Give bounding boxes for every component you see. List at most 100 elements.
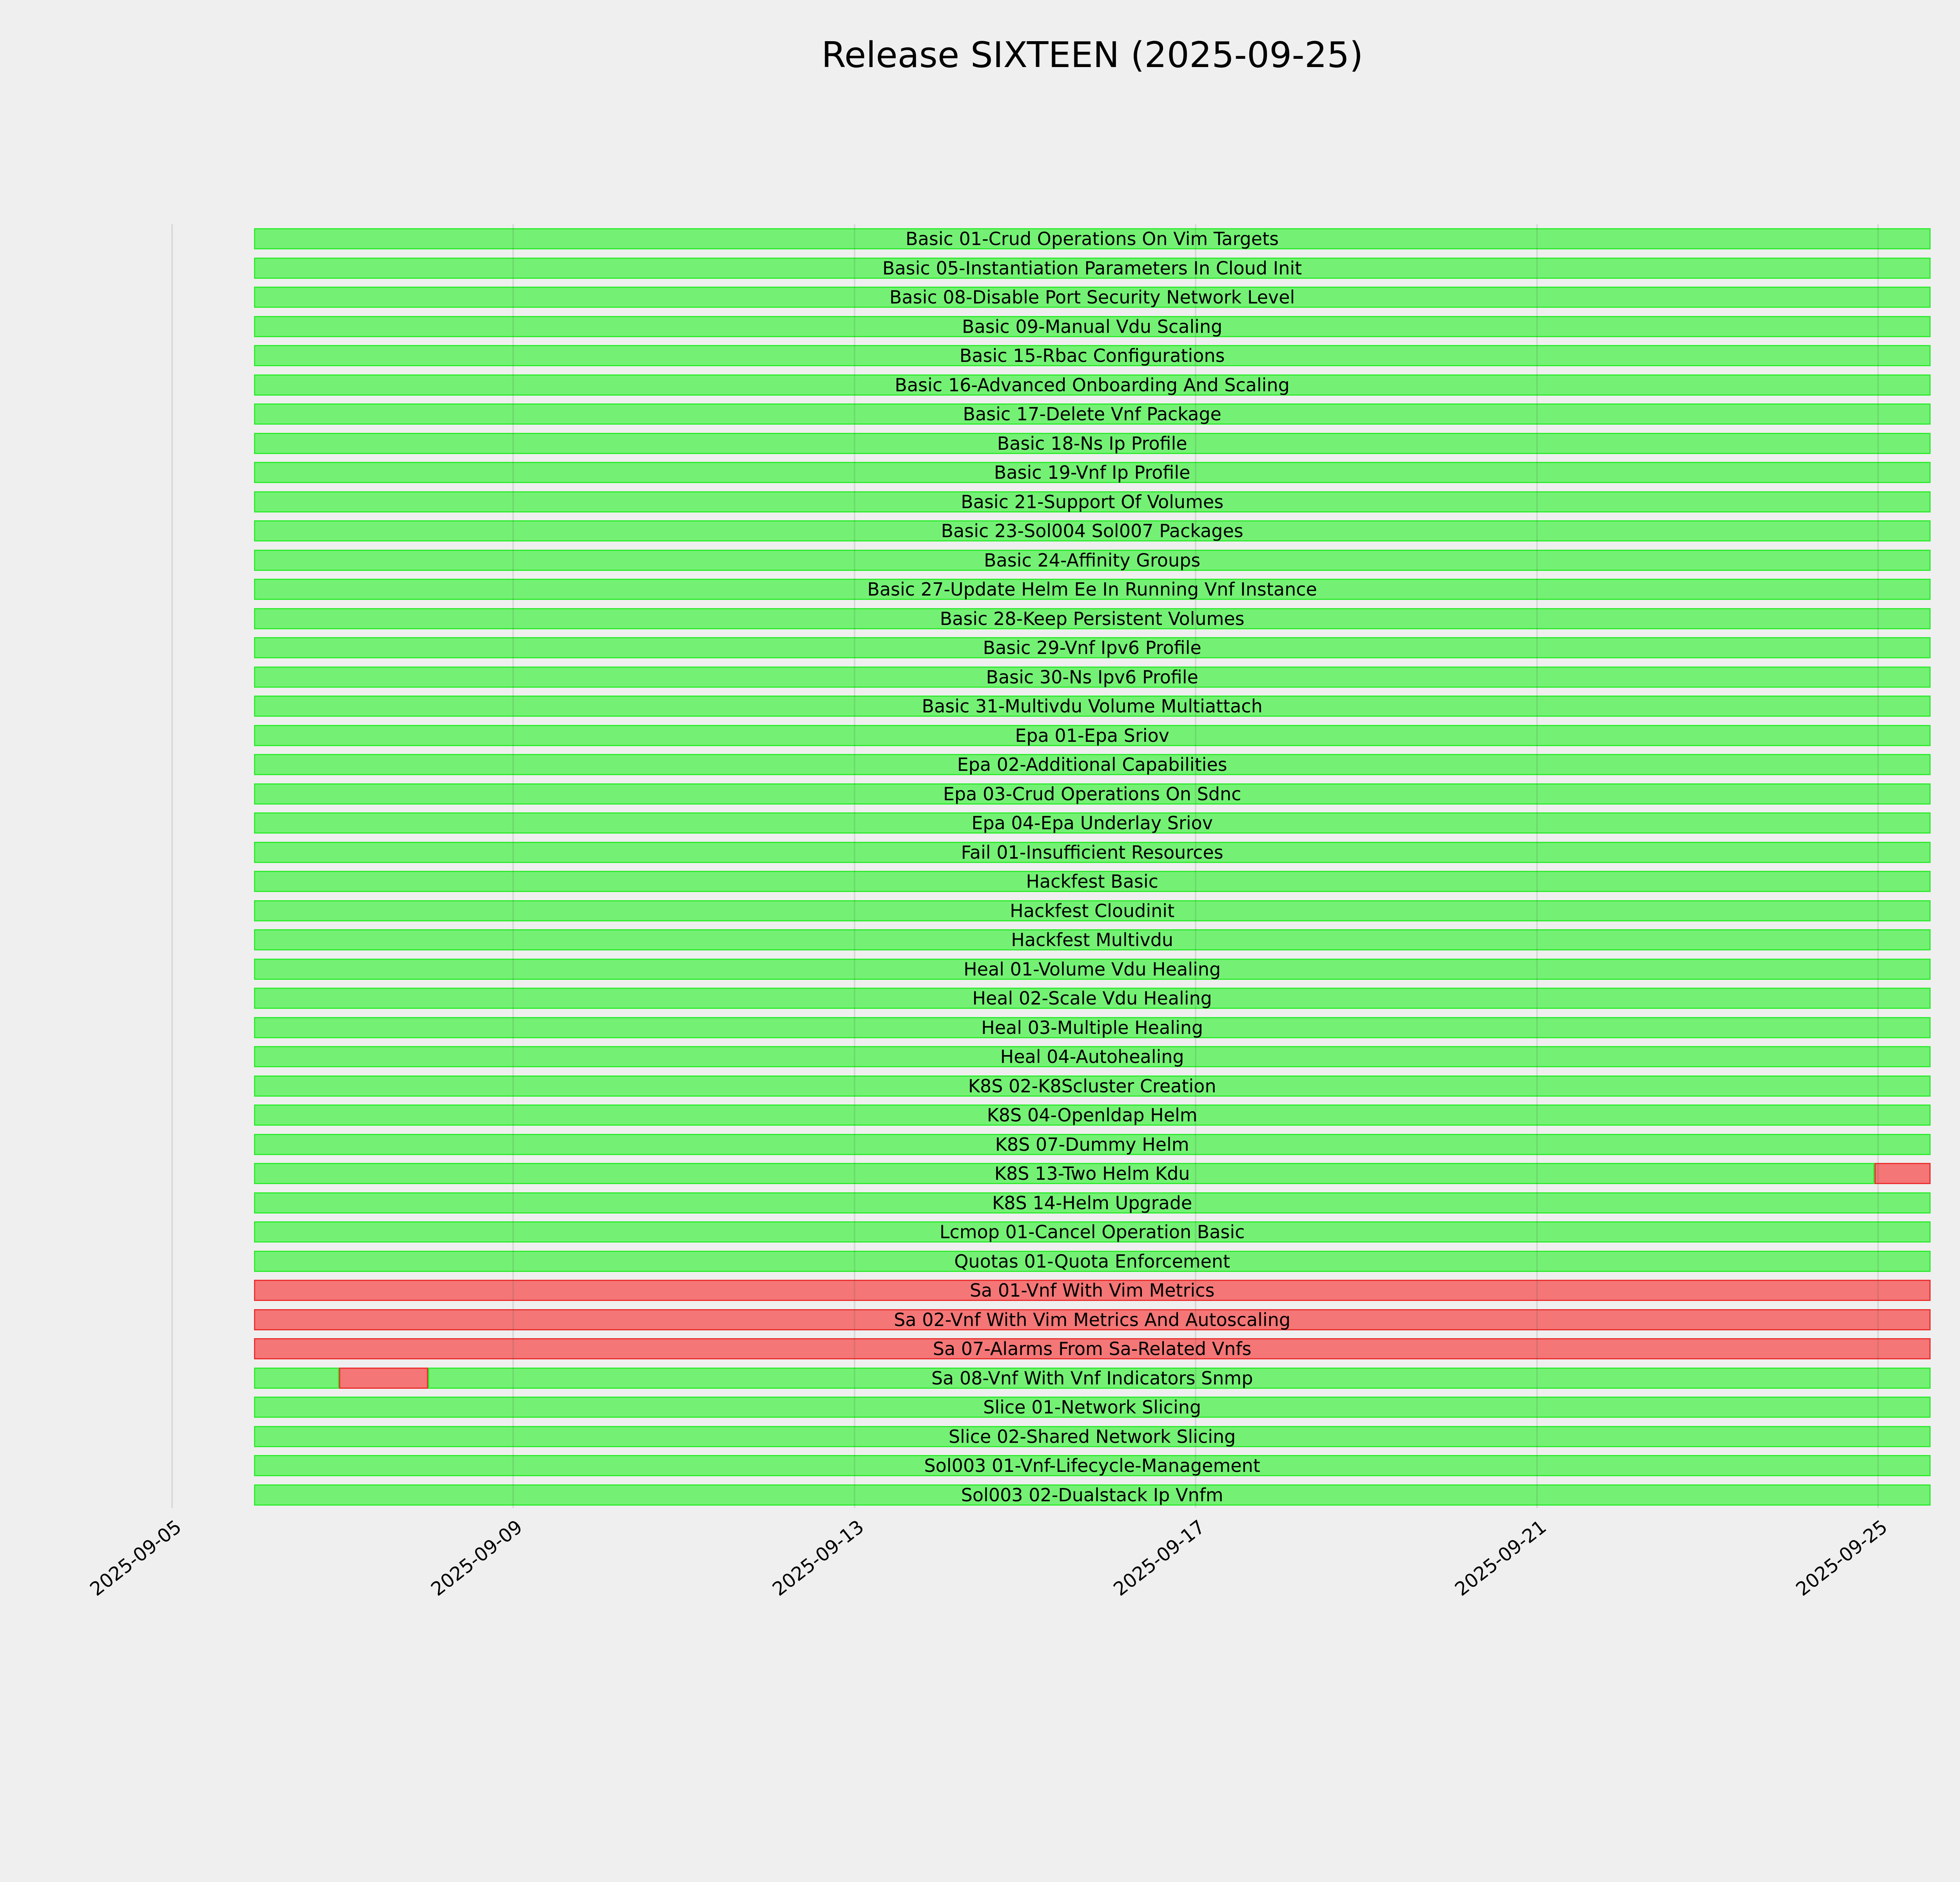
x-tick-label: 2025-09-13 [768, 1516, 868, 1600]
task-label: Basic 27-Update Helm Ee In Running Vnf I… [867, 579, 1317, 600]
task-label: Basic 05-Instantiation Parameters In Clo… [882, 257, 1302, 279]
task-label: Epa 01-Epa Sriov [1015, 725, 1169, 746]
bar-segment-pass [254, 1163, 1875, 1184]
bar-segment-pass [254, 403, 1931, 425]
gridline [1536, 224, 1538, 1508]
task-label: Heal 03-Multiple Healing [981, 1017, 1203, 1038]
task-label: Hackfest Multivdu [1011, 929, 1174, 950]
task-label: Quotas 01-Quota Enforcement [954, 1250, 1230, 1272]
task-label: Sa 07-Alarms From Sa-Related Vnfs [933, 1338, 1252, 1359]
bar-segment-fail [1874, 1163, 1931, 1184]
bar-segment-pass [254, 1192, 1931, 1213]
bar-segment-pass [254, 696, 1931, 717]
task-label: Basic 23-Sol004 Sol007 Packages [941, 520, 1243, 541]
bar-segment-pass [254, 958, 1931, 980]
task-label: Sa 08-Vnf With Vnf Indicators Snmp [931, 1367, 1253, 1389]
task-label: K8S 04-Openldap Helm [987, 1104, 1198, 1126]
task-label: Sol003 01-Vnf-Lifecycle-Management [924, 1455, 1260, 1476]
bar-segment-pass [254, 988, 1931, 1009]
x-tick-label: 2025-09-21 [1450, 1516, 1551, 1600]
bar-segment-fail [254, 1338, 1931, 1359]
bar-segment-pass [254, 1134, 1931, 1155]
task-label: K8S 13-Two Helm Kdu [994, 1163, 1190, 1184]
task-label: Basic 19-Vnf Ip Profile [994, 462, 1191, 483]
task-label: Sol003 02-Dualstack Ip Vnfm [961, 1484, 1223, 1506]
task-label: K8S 14-Helm Upgrade [992, 1192, 1192, 1213]
task-label: Hackfest Basic [1026, 871, 1158, 892]
gridline [171, 224, 173, 1508]
x-tick-label: 2025-09-05 [86, 1516, 186, 1600]
bar-segment-pass [254, 608, 1931, 629]
gridline [853, 224, 855, 1508]
task-label: Basic 16-Advanced Onboarding And Scaling [895, 374, 1290, 396]
task-label: Basic 30-Ns Ipv6 Profile [986, 666, 1198, 688]
bar-segment-pass [254, 1484, 1931, 1506]
bar-segment-pass [254, 812, 1931, 834]
bar-segment-pass [254, 1046, 1931, 1067]
task-label: Epa 02-Additional Capabilities [957, 754, 1227, 775]
task-label: Slice 02-Shared Network Slicing [948, 1426, 1236, 1447]
gridline [1195, 224, 1197, 1508]
task-label: Basic 08-Disable Port Security Network L… [889, 287, 1295, 308]
task-label: K8S 07-Dummy Helm [995, 1134, 1189, 1155]
gridline [512, 224, 514, 1508]
bar-segment-pass [254, 1104, 1931, 1126]
task-label: Basic 18-Ns Ip Profile [997, 432, 1187, 454]
bar-segment-pass [254, 900, 1931, 921]
bar-segment-pass [254, 1426, 1931, 1447]
task-label: Sa 01-Vnf With Vim Metrics [969, 1280, 1215, 1301]
bar-segment-pass [254, 316, 1931, 337]
bar-segment-pass [254, 754, 1931, 775]
bar-segment-pass [254, 1455, 1931, 1476]
bar-segment-pass [254, 783, 1931, 805]
bar-segment-pass [254, 432, 1931, 454]
bar-segment-fail [339, 1367, 428, 1389]
task-label: Basic 17-Delete Vnf Package [963, 403, 1221, 425]
task-label: Basic 15-Rbac Configurations [959, 345, 1225, 366]
task-label: Basic 24-Affinity Groups [984, 549, 1201, 571]
chart-title: Release SIXTEEN (2025-09-25) [821, 35, 1363, 76]
bar-segment-pass [254, 841, 1931, 863]
bar-segment-pass [254, 1221, 1931, 1243]
task-label: Basic 28-Keep Persistent Volumes [940, 608, 1245, 629]
task-label: Epa 04-Epa Underlay Sriov [971, 812, 1213, 834]
task-label: Lcmop 01-Cancel Operation Basic [939, 1221, 1245, 1243]
task-label: Basic 01-Crud Operations On Vim Targets [906, 228, 1279, 249]
bar-segment-pass [254, 345, 1931, 366]
x-tick-label: 2025-09-09 [427, 1516, 527, 1600]
gridline [1877, 224, 1879, 1508]
bar-segment-pass [254, 1367, 339, 1389]
bar-segment-pass [254, 929, 1931, 950]
task-label: Hackfest Cloudinit [1010, 900, 1175, 921]
bar-segment-fail [254, 1280, 1931, 1301]
task-label: Basic 31-Multivdu Volume Multiattach [922, 696, 1263, 717]
task-label: Basic 21-Support Of Volumes [961, 491, 1224, 512]
bar-segment-pass [254, 257, 1931, 279]
x-tick-label: 2025-09-25 [1792, 1516, 1892, 1600]
task-label: Basic 09-Manual Vdu Scaling [962, 316, 1223, 337]
bar-segment-pass [254, 1250, 1931, 1272]
bar-segment-pass [254, 374, 1931, 396]
bar-segment-pass [254, 666, 1931, 688]
task-label: Fail 01-Insufficient Resources [961, 841, 1223, 863]
task-label: K8S 02-K8Scluster Creation [968, 1075, 1216, 1097]
bar-segment-pass [254, 1017, 1931, 1038]
bar-segment-pass [254, 1075, 1931, 1097]
task-label: Sa 02-Vnf With Vim Metrics And Autoscali… [894, 1309, 1291, 1330]
bar-segment-pass [254, 491, 1931, 512]
bar-segment-pass [254, 549, 1931, 571]
bar-segment-pass [428, 1367, 1931, 1389]
task-label: Epa 03-Crud Operations On Sdnc [943, 783, 1241, 805]
bar-segment-pass [254, 228, 1931, 249]
bar-segment-pass [254, 287, 1931, 308]
bar-segment-pass [254, 725, 1931, 746]
task-label: Basic 29-Vnf Ipv6 Profile [983, 637, 1201, 658]
bar-segment-pass [254, 1397, 1931, 1418]
task-label: Heal 04-Autohealing [1000, 1046, 1184, 1067]
bar-segment-pass [254, 462, 1931, 483]
task-label: Heal 01-Volume Vdu Healing [964, 958, 1221, 980]
bar-segment-pass [254, 637, 1931, 658]
task-label: Heal 02-Scale Vdu Healing [972, 988, 1212, 1009]
bar-segment-pass [254, 520, 1931, 541]
